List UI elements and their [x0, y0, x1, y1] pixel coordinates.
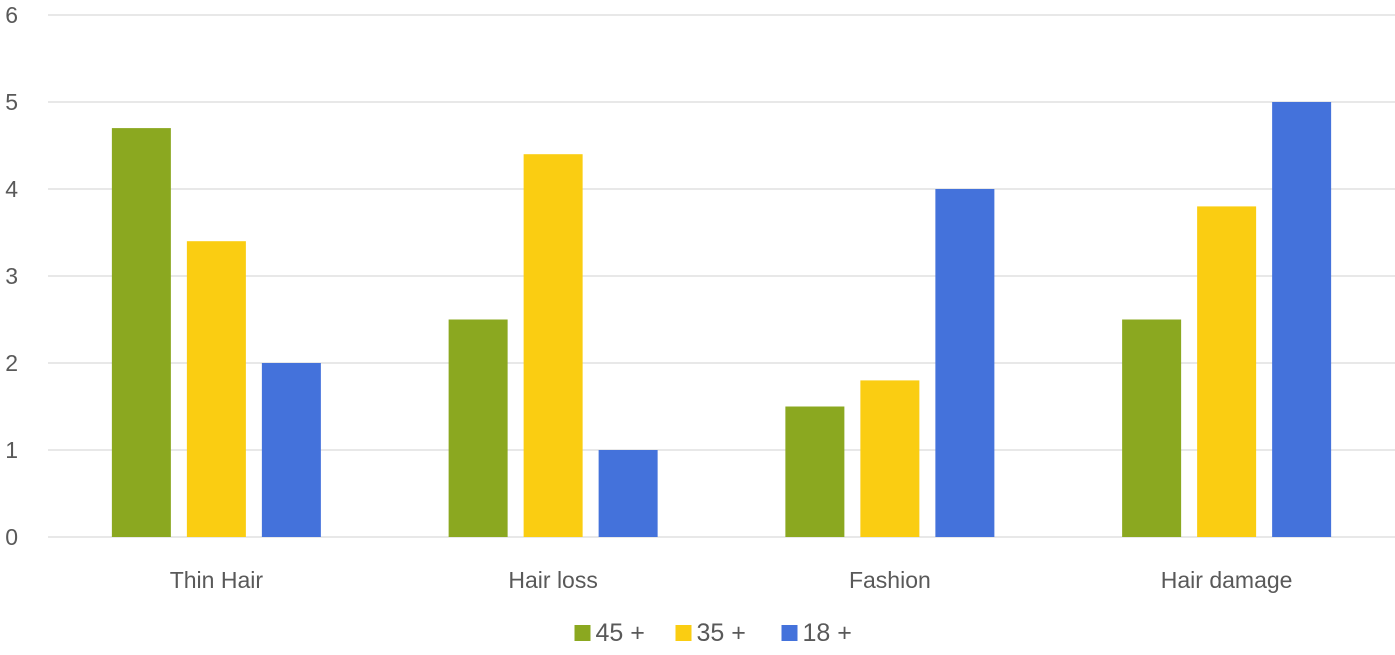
bar-hair-loss-series-1 [523, 154, 583, 537]
bar-hair-damage-series-2 [1272, 102, 1332, 537]
y-tick-label: 2 [5, 350, 18, 376]
legend-label-1: 35 + [697, 619, 746, 647]
y-tick-label: 6 [5, 2, 18, 28]
y-tick-label: 1 [5, 437, 18, 463]
bar-fashion-series-0 [785, 406, 845, 537]
bar-hair-damage-series-1 [1197, 206, 1257, 537]
bar-hair-loss-series-2 [598, 450, 658, 537]
bar-thin-hair-series-1 [186, 241, 246, 537]
legend-swatch-1 [675, 625, 692, 641]
y-tick-label: 5 [5, 89, 18, 115]
bar-fashion-series-2 [935, 189, 995, 537]
legend-swatch-2 [781, 625, 798, 641]
legend: 45 + 35 + 18 + [574, 619, 852, 647]
y-tick-label: 4 [5, 176, 18, 202]
gridlines [48, 14, 1395, 538]
x-category-label: Hair damage [1161, 567, 1293, 593]
x-category-label: Hair loss [508, 567, 597, 593]
x-category-label: Thin Hair [170, 567, 264, 593]
legend-swatch-0 [574, 625, 591, 641]
y-tick-label: 0 [5, 524, 18, 550]
bar-thin-hair-series-2 [261, 363, 321, 537]
bar-hair-loss-series-0 [448, 319, 508, 537]
legend-label-2: 18 + [803, 619, 852, 647]
legend-label-0: 45 + [596, 619, 645, 647]
x-axis-category-labels: Thin Hair Hair loss Fashion Hair damage [170, 567, 1293, 593]
bar-fashion-series-1 [860, 380, 920, 537]
bars [111, 102, 1332, 537]
bar-hair-damage-series-0 [1122, 319, 1182, 537]
x-category-label: Fashion [849, 567, 931, 593]
bar-thin-hair-series-0 [111, 128, 171, 537]
y-axis-tick-labels: 0 1 2 3 4 5 6 [5, 2, 18, 550]
y-tick-label: 3 [5, 263, 18, 289]
